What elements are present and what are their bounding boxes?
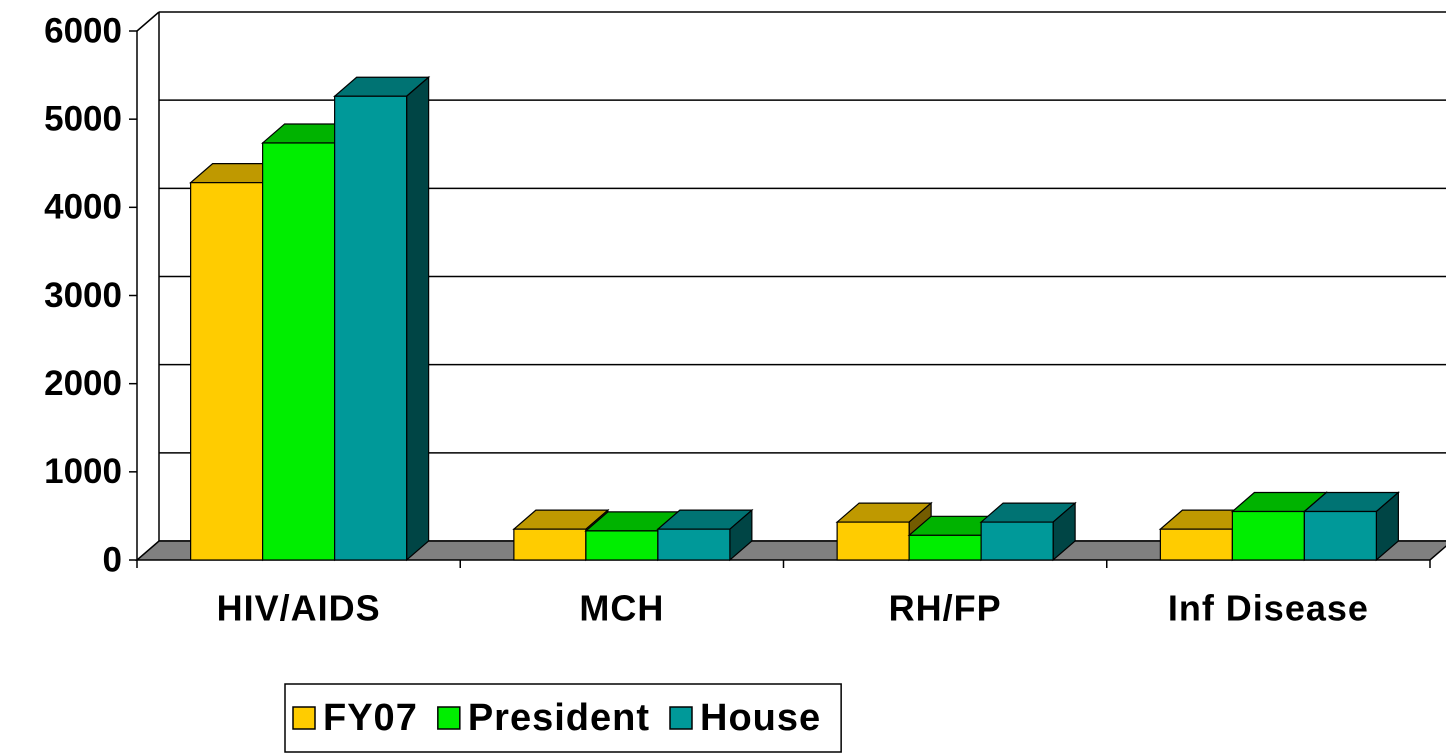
y-tick-label: 0 [103,540,122,579]
legend-label: President [468,697,650,739]
bar [979,501,1077,562]
x-tick-label: RH/FP [889,588,1002,629]
legend-swatch [669,706,693,730]
legend-label: FY07 [323,697,418,739]
bar-front [262,142,336,561]
bar-front [836,521,910,561]
bar-front [657,528,731,561]
y-tick-label: 3000 [44,276,122,315]
side-wall-top [136,11,160,32]
bar-front [513,528,587,561]
x-tick-label: HIV/AIDS [217,588,381,629]
bar [333,75,431,562]
legend-box [284,683,842,753]
y-tick-label: 1000 [44,452,122,491]
bar-front [334,95,408,561]
y-tick-label: 6000 [44,11,122,50]
legend-label: House [700,697,821,739]
bar [1302,491,1400,562]
bar-front [908,534,982,561]
x-tick-label: Inf Disease [1168,588,1369,629]
bar [656,508,754,562]
y-tick-label: 4000 [44,188,122,227]
bar-side [406,75,430,562]
legend-swatch [437,706,461,730]
bar-front [1231,510,1305,561]
bar [835,501,933,562]
bar-front [190,182,264,561]
x-tick-label: MCH [579,588,664,629]
bar-front [1159,528,1233,561]
y-tick-label: 2000 [44,364,122,403]
bar [907,515,1005,562]
bar-front [585,530,659,561]
legend-swatch [292,706,316,730]
bar-front [1303,510,1377,561]
y-tick-label: 5000 [44,99,122,138]
bar-front [980,521,1054,561]
